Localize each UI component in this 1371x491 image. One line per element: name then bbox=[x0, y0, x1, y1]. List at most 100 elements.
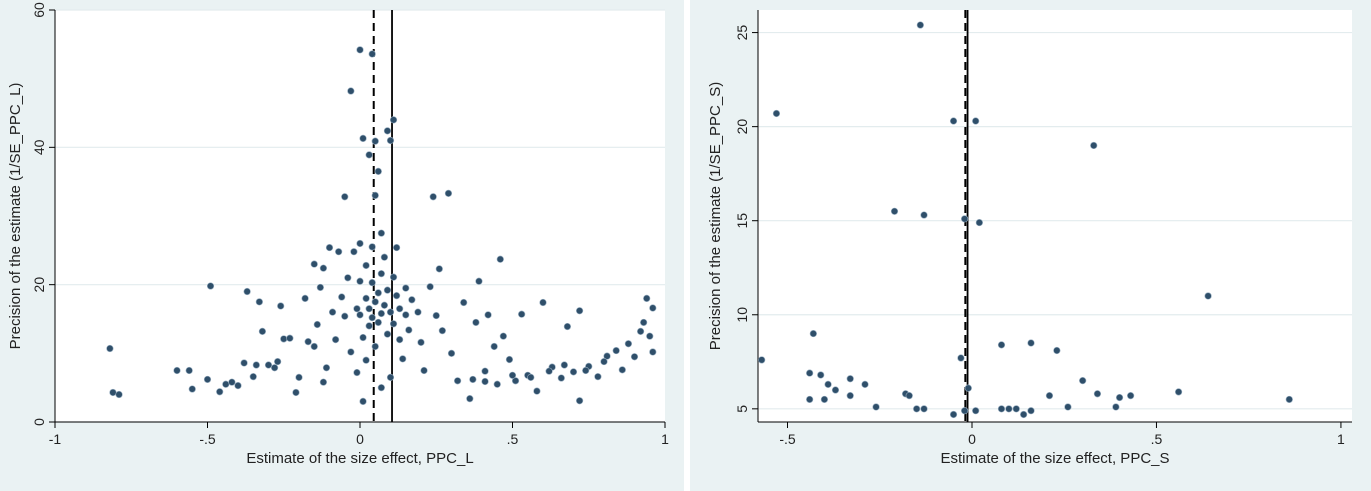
data-point bbox=[518, 310, 526, 318]
data-point bbox=[240, 359, 248, 367]
data-point bbox=[809, 329, 817, 338]
data-point bbox=[371, 342, 379, 351]
data-point bbox=[252, 361, 260, 369]
data-point bbox=[890, 207, 899, 215]
data-point bbox=[618, 366, 626, 374]
data-point bbox=[356, 239, 364, 248]
data-point bbox=[972, 407, 980, 415]
data-point bbox=[1115, 393, 1124, 402]
data-point bbox=[310, 260, 318, 268]
data-point bbox=[447, 349, 456, 357]
data-point bbox=[377, 309, 385, 318]
data-point bbox=[396, 336, 404, 344]
y-tick-label: 25 bbox=[734, 25, 750, 41]
data-point bbox=[350, 248, 358, 256]
data-point bbox=[332, 336, 340, 344]
data-point bbox=[438, 327, 446, 335]
data-point bbox=[408, 296, 416, 304]
data-point bbox=[1005, 405, 1013, 413]
data-point bbox=[846, 375, 854, 383]
data-point bbox=[1093, 390, 1102, 398]
data-point bbox=[280, 335, 288, 343]
data-point bbox=[286, 334, 294, 342]
data-point bbox=[185, 366, 193, 375]
data-point bbox=[271, 364, 279, 372]
data-point bbox=[368, 243, 376, 251]
data-point bbox=[916, 21, 924, 29]
data-point bbox=[1204, 292, 1212, 300]
data-point bbox=[255, 298, 263, 306]
data-point bbox=[972, 117, 980, 125]
data-point bbox=[310, 342, 318, 351]
data-point bbox=[472, 318, 480, 327]
data-point bbox=[188, 385, 196, 393]
data-point bbox=[359, 397, 367, 406]
x-axis-title: Estimate of the size effect, PPC_S bbox=[941, 450, 1170, 467]
data-point bbox=[484, 311, 492, 319]
data-point bbox=[861, 380, 869, 388]
data-point bbox=[643, 294, 651, 303]
data-point bbox=[649, 348, 657, 356]
data-point bbox=[975, 218, 983, 227]
left-funnel-plot-panel: 0 20 40 60 -1 -.5 0 .5 1 Estimate of the size eff… bbox=[0, 0, 684, 491]
data-point bbox=[222, 380, 230, 388]
data-point bbox=[758, 356, 766, 364]
data-point bbox=[402, 284, 410, 292]
data-point bbox=[824, 380, 832, 388]
data-point bbox=[481, 367, 489, 375]
data-point bbox=[386, 308, 395, 316]
data-point bbox=[594, 373, 602, 381]
data-point bbox=[362, 294, 370, 303]
x-tick-label: -.5 bbox=[199, 431, 216, 447]
data-point bbox=[1112, 403, 1120, 411]
data-point bbox=[997, 405, 1006, 413]
data-point bbox=[380, 253, 389, 261]
right-funnel-plot-panel: 5 10 15 20 25 -.5 0 .5 1 Estimate of the size eff… bbox=[690, 0, 1371, 491]
data-point bbox=[493, 380, 501, 388]
data-point bbox=[817, 371, 825, 379]
data-point bbox=[405, 326, 413, 334]
data-point bbox=[347, 87, 355, 95]
data-point bbox=[496, 255, 504, 263]
data-point bbox=[846, 392, 854, 400]
data-point bbox=[806, 369, 814, 377]
data-point bbox=[1174, 388, 1183, 396]
x-tick-label: .5 bbox=[507, 431, 519, 447]
data-point bbox=[328, 308, 337, 316]
data-point bbox=[365, 151, 373, 159]
data-point bbox=[961, 407, 969, 415]
data-point bbox=[429, 193, 437, 201]
data-point bbox=[274, 357, 282, 366]
data-point bbox=[374, 318, 382, 327]
y-tick-label: 5 bbox=[734, 405, 750, 413]
data-point bbox=[454, 377, 462, 385]
y-axis-title: Precision of the estimate (1/SE_PPC_S) bbox=[707, 82, 724, 350]
data-point bbox=[872, 403, 880, 411]
left-funnel-plot: 0 20 40 60 -1 -.5 0 .5 1 Estimate of the size eff… bbox=[7, 2, 669, 467]
data-point bbox=[920, 211, 928, 219]
data-point bbox=[466, 395, 474, 403]
data-point bbox=[913, 405, 921, 413]
data-point bbox=[600, 357, 608, 366]
data-point bbox=[362, 261, 370, 270]
data-point bbox=[444, 189, 453, 197]
data-point bbox=[396, 305, 404, 313]
data-point bbox=[371, 191, 379, 199]
data-point bbox=[539, 298, 547, 307]
data-point bbox=[335, 248, 343, 256]
y-tick-label: 10 bbox=[734, 307, 750, 323]
data-point bbox=[389, 116, 398, 124]
data-point bbox=[356, 46, 364, 54]
data-point bbox=[393, 243, 401, 252]
data-point bbox=[353, 368, 361, 377]
data-point bbox=[499, 332, 507, 340]
data-point bbox=[920, 405, 928, 413]
data-point bbox=[386, 373, 395, 381]
data-point bbox=[393, 292, 401, 300]
data-point bbox=[402, 311, 410, 319]
data-point bbox=[243, 287, 251, 296]
data-point bbox=[173, 366, 181, 375]
data-point bbox=[964, 384, 972, 392]
data-point bbox=[533, 387, 541, 395]
data-point bbox=[1012, 405, 1020, 413]
